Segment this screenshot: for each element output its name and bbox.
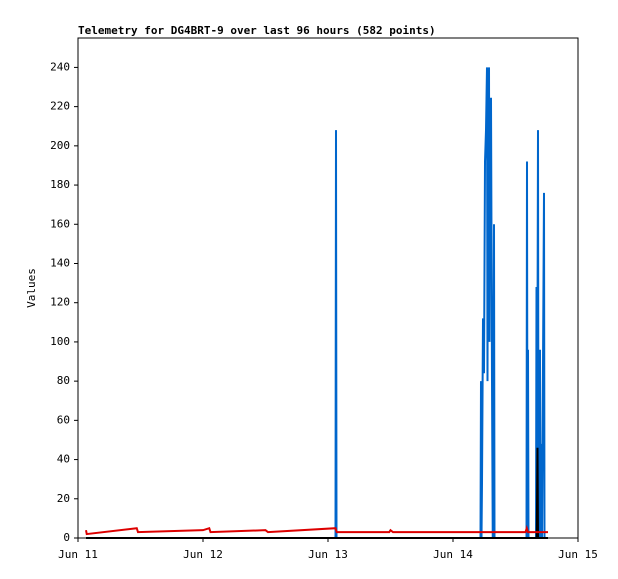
y-tick-label: 140 [50,256,70,269]
series-line [85,524,548,536]
y-tick-label: 80 [57,374,70,387]
y-tick-label: 240 [50,60,70,73]
x-tick-label: Jun 12 [183,548,223,561]
y-tick-label: 160 [50,217,70,230]
y-tick-label: 60 [57,413,70,426]
y-tick-label: 100 [50,335,70,348]
plot-frame [77,37,579,539]
y-tick-label: 20 [57,492,70,505]
series-line [86,447,548,539]
y-tick-label: 40 [57,453,70,466]
x-tick-label: Jun 11 [58,548,98,561]
y-tick-label: 200 [50,139,70,152]
x-tick-label: Jun 15 [558,548,598,561]
y-tick-label: 180 [50,178,70,191]
series-line [86,67,548,539]
y-tick-label: 120 [50,296,70,309]
x-tick-label: Jun 14 [433,548,473,561]
y-axis-label: Values [25,268,38,308]
x-tick-label: Jun 13 [308,548,348,561]
chart-title: Telemetry for DG4BRT-9 over last 96 hour… [78,24,436,37]
y-tick-label: 220 [50,100,70,113]
y-tick-label: 0 [63,531,70,544]
